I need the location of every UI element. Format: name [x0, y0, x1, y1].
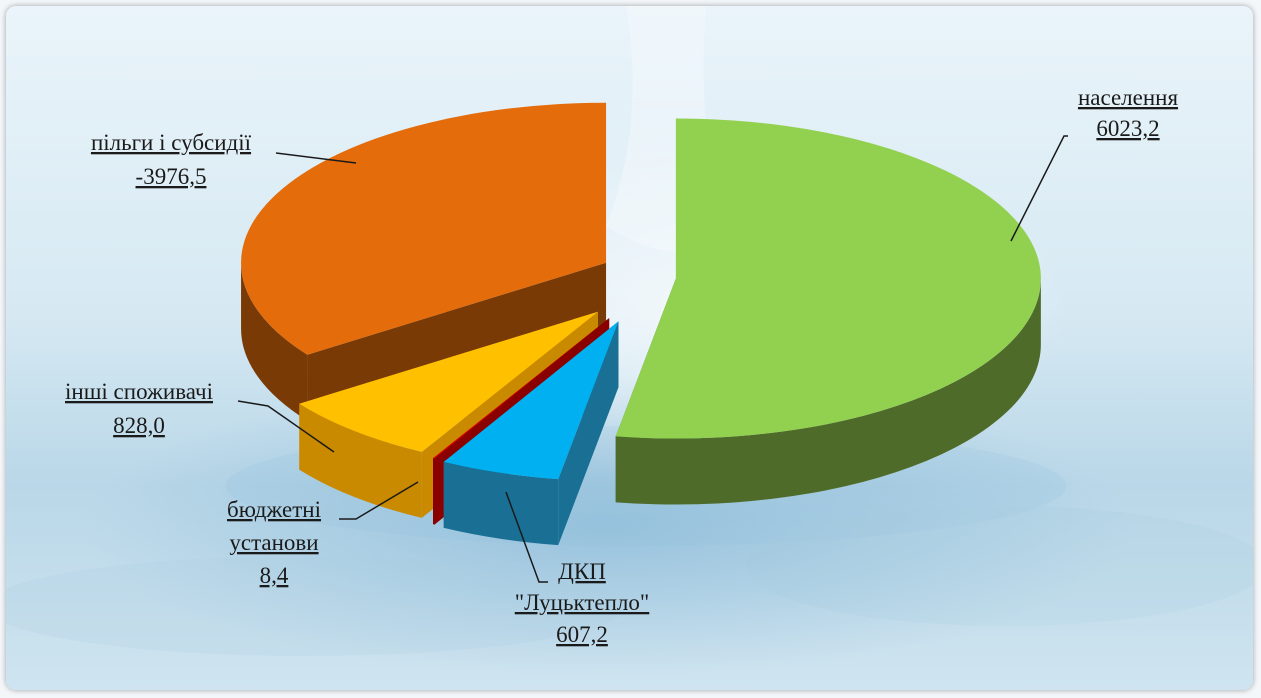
label-biudzhetni-value: 8,4: [260, 563, 289, 588]
label-biudzhetni-name-2: установи: [229, 530, 318, 555]
pie-slice-side-biudzhetni-0: [433, 458, 435, 525]
label-dkp-name: ДКП: [558, 559, 606, 584]
label-pilhy-name: пільги і субсидії: [91, 130, 252, 155]
leader-line-inshi: [237, 400, 335, 453]
pie-chart: населення 6023,2 пільги і субсидії -3976…: [6, 6, 1253, 656]
data-labels: населення 6023,2 пільги і субсидії -3976…: [65, 85, 1178, 647]
pie-slice-top-inshi: [299, 311, 598, 452]
label-dkp-value: 607,2: [556, 622, 608, 647]
pie-slice-naselennia: [615, 118, 1041, 505]
pie-slice-dkp: [443, 321, 619, 546]
leader-line-pilhy: [275, 152, 357, 164]
pie-slices: [241, 102, 1041, 546]
label-biudzhetni-name: бюджетні: [227, 497, 321, 522]
pie-slice-top-naselennia: [615, 118, 1041, 439]
chart-frame: населення 6023,2 пільги і субсидії -3976…: [6, 6, 1253, 690]
leader-line-naselennia: [1010, 135, 1068, 242]
leader-line-dkp: [505, 491, 548, 583]
pie-slice-side-inshi-0: [299, 403, 422, 518]
label-inshi-value: 828,0: [113, 413, 165, 438]
pie-slice-side-dkp-0: [443, 461, 559, 546]
label-naselennia-name: населення: [1078, 85, 1179, 110]
pie-slice-top-biudzhetni: [433, 318, 610, 459]
label-dkp-name-2: "Луцьктепло": [515, 590, 650, 615]
pie-slice-side-pilhy-0: [241, 262, 308, 421]
leader-lines: [237, 135, 1068, 583]
background-water-decoration: [6, 6, 1253, 656]
label-naselennia-value: 6023,2: [1096, 116, 1159, 141]
pie-slice-side-naselennia-0: [615, 278, 1041, 505]
pie-slice-top-dkp: [443, 321, 619, 480]
pie-slice-top-pilhy: [241, 102, 607, 355]
label-pilhy-value: -3976,5: [136, 164, 207, 189]
label-inshi-name: інші споживачі: [65, 379, 213, 404]
leader-line-biudzhetni: [339, 481, 419, 520]
